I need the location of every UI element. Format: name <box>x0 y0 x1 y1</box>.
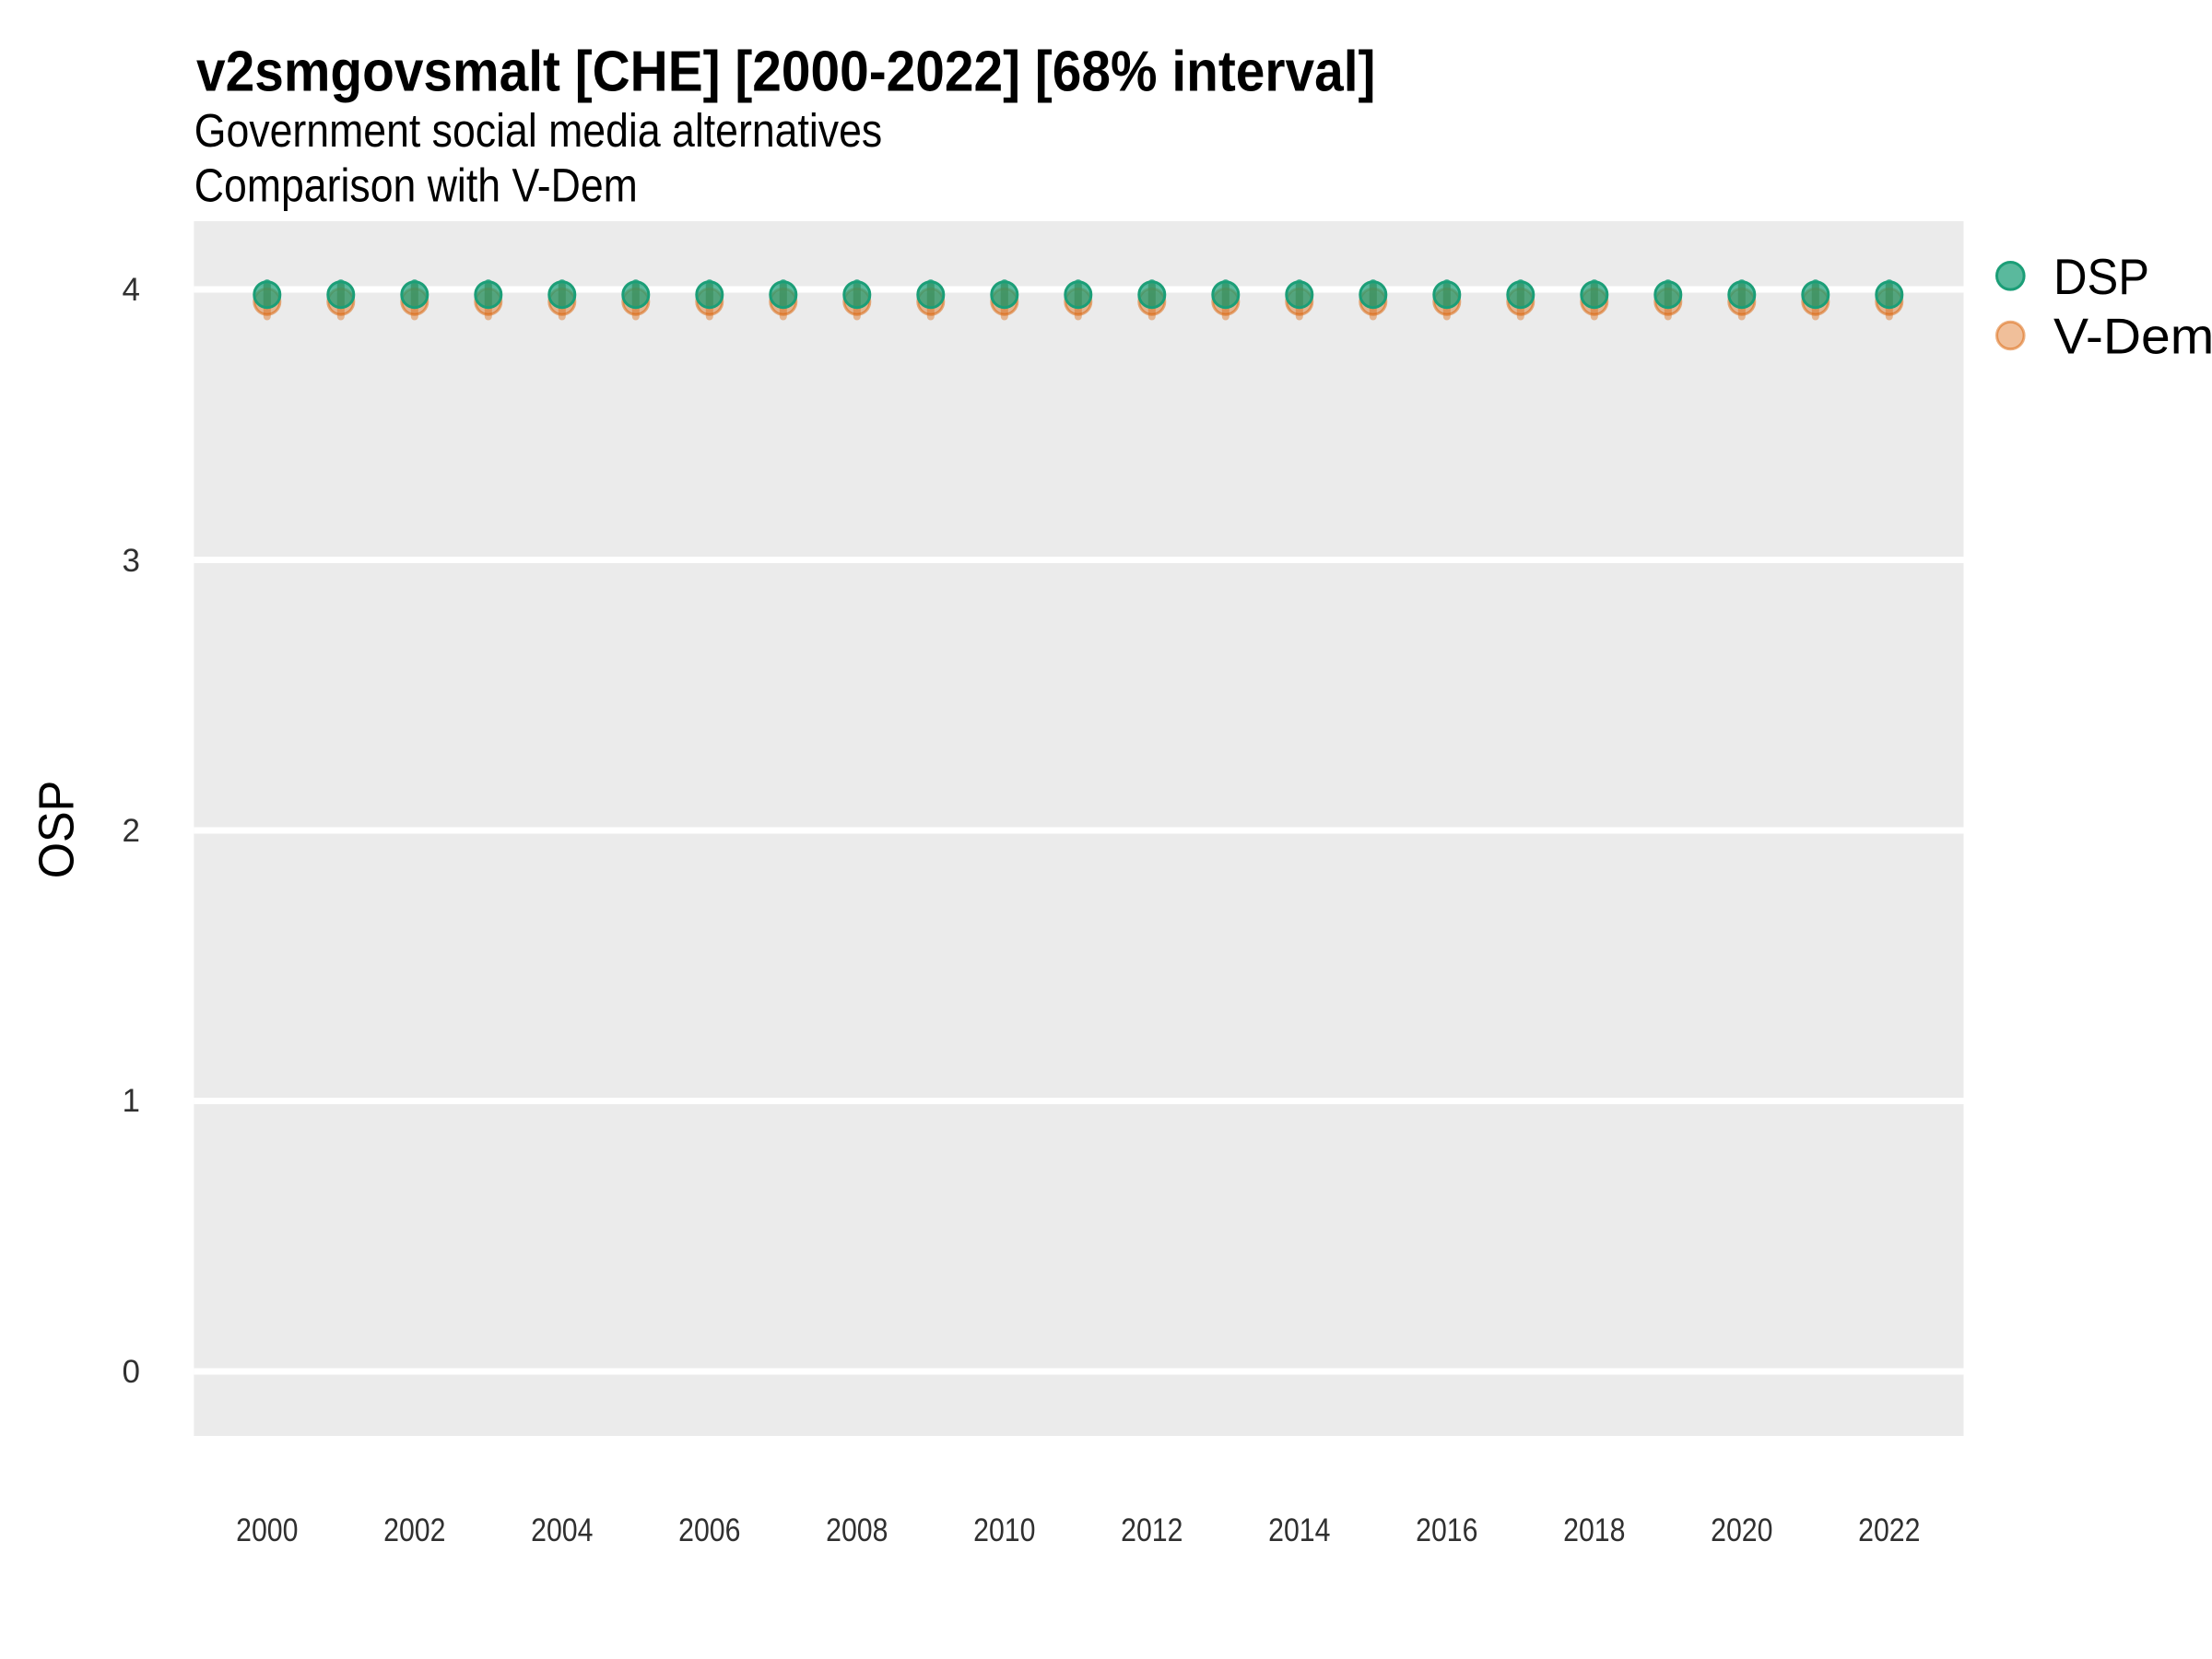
svg-text:0: 0 <box>123 1354 140 1390</box>
svg-text:2: 2 <box>123 813 140 849</box>
svg-text:2004: 2004 <box>531 1512 593 1548</box>
svg-text:2006: 2006 <box>678 1512 740 1548</box>
svg-text:2012: 2012 <box>1121 1512 1182 1548</box>
svg-text:Government social media altern: Government social media alternatives <box>194 105 882 157</box>
svg-text:2016: 2016 <box>1416 1512 1477 1548</box>
svg-text:V-Dem: V-Dem <box>2053 307 2212 364</box>
svg-text:OSP: OSP <box>29 781 85 878</box>
svg-text:2010: 2010 <box>973 1512 1035 1548</box>
svg-text:2018: 2018 <box>1563 1512 1625 1548</box>
svg-text:v2smgovsmalt [CHE] [2000-2022]: v2smgovsmalt [CHE] [2000-2022] [68% inte… <box>196 39 1375 103</box>
svg-text:2002: 2002 <box>383 1512 445 1548</box>
svg-text:4: 4 <box>123 272 140 308</box>
svg-text:2008: 2008 <box>826 1512 888 1548</box>
svg-text:Comparison with V-Dem: Comparison with V-Dem <box>194 160 638 212</box>
svg-text:2022: 2022 <box>1858 1512 1920 1548</box>
svg-text:1: 1 <box>123 1083 140 1119</box>
svg-text:2000: 2000 <box>236 1512 298 1548</box>
svg-text:3: 3 <box>123 543 140 579</box>
svg-text:DSP: DSP <box>2053 249 2149 305</box>
svg-text:2014: 2014 <box>1268 1512 1330 1548</box>
svg-text:2020: 2020 <box>1711 1512 1772 1548</box>
